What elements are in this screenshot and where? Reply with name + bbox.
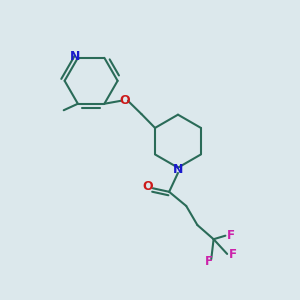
Text: F: F — [205, 255, 213, 268]
Text: O: O — [142, 180, 153, 193]
Text: F: F — [228, 248, 236, 261]
Text: F: F — [227, 229, 235, 242]
Text: N: N — [173, 163, 184, 176]
Text: O: O — [119, 94, 130, 107]
Text: N: N — [70, 50, 80, 63]
